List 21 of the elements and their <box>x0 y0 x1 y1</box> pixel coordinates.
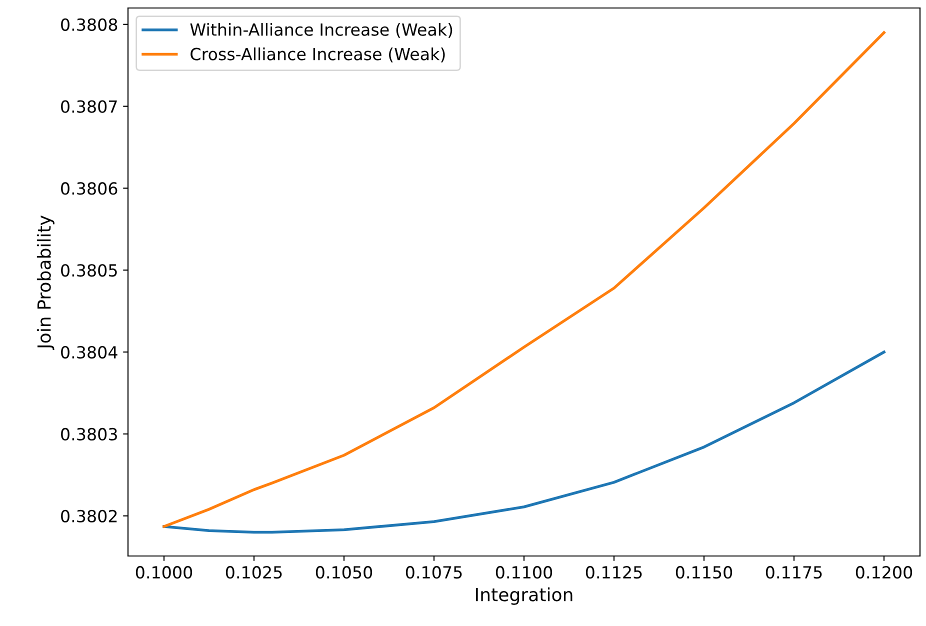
y-tick-label: 0.3804 <box>61 346 118 359</box>
y-tick-label: 0.3802 <box>61 510 117 522</box>
y-axis-title: Join Probability <box>36 216 54 350</box>
line-series <box>162 350 886 534</box>
y-tick-label: 0.3806 <box>61 182 118 195</box>
y-tick-label: 0.3805 <box>61 264 117 277</box>
x-tick-label: 0.1000 <box>136 566 192 579</box>
y-tick-label: 0.3808 <box>61 18 118 31</box>
x-tick-label: 0.1150 <box>676 566 732 579</box>
y-tick-label: 0.3807 <box>61 100 117 113</box>
x-tick-label: 0.1075 <box>406 566 462 579</box>
x-tick-label: 0.1050 <box>316 566 372 579</box>
x-tick-label: 0.1025 <box>226 566 282 579</box>
x-tick-label: 0.1175 <box>766 566 822 579</box>
y-tick-label: 0.3803 <box>61 428 117 441</box>
x-tick-label: 0.1200 <box>856 566 912 579</box>
x-tick-label: 0.1100 <box>496 566 552 579</box>
x-axis-title: Integration <box>476 587 572 605</box>
legend-label: Within-Alliance Increase (Weak) <box>190 23 452 38</box>
x-tick-label: 0.1125 <box>586 566 642 579</box>
legend-label: Cross-Alliance Increase (Weak) <box>190 47 445 62</box>
